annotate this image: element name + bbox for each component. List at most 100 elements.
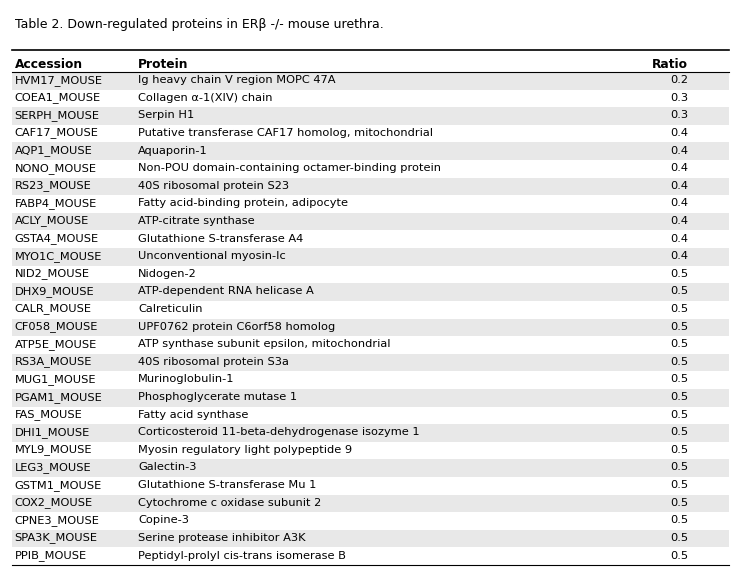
- Text: Murinoglobulin-1: Murinoglobulin-1: [138, 374, 234, 384]
- Text: Collagen α-1(XIV) chain: Collagen α-1(XIV) chain: [138, 93, 273, 103]
- Text: Copine-3: Copine-3: [138, 515, 189, 525]
- Text: Unconventional myosin-Ic: Unconventional myosin-Ic: [138, 251, 286, 261]
- Text: PPIB_MOUSE: PPIB_MOUSE: [15, 550, 87, 561]
- Text: Peptidyl-prolyl cis-trans isomerase B: Peptidyl-prolyl cis-trans isomerase B: [138, 551, 346, 560]
- Text: Corticosteroid 11-beta-dehydrogenase isozyme 1: Corticosteroid 11-beta-dehydrogenase iso…: [138, 427, 419, 437]
- Text: 0.4: 0.4: [670, 216, 688, 226]
- Text: 0.4: 0.4: [670, 128, 688, 138]
- Text: 0.5: 0.5: [670, 321, 688, 332]
- Text: CALR_MOUSE: CALR_MOUSE: [15, 304, 92, 315]
- Text: 0.5: 0.5: [670, 533, 688, 543]
- Bar: [13, 178, 728, 195]
- Bar: [13, 230, 728, 248]
- Text: Serpin H1: Serpin H1: [138, 111, 194, 120]
- Text: ATP5E_MOUSE: ATP5E_MOUSE: [15, 339, 97, 350]
- Text: Non-POU domain-containing octamer-binding protein: Non-POU domain-containing octamer-bindin…: [138, 163, 441, 173]
- Text: CAF17_MOUSE: CAF17_MOUSE: [15, 127, 99, 138]
- Bar: [13, 354, 728, 371]
- Text: Glutathione S-transferase Mu 1: Glutathione S-transferase Mu 1: [138, 480, 316, 490]
- Bar: [13, 89, 728, 107]
- Text: ATP synthase subunit epsilon, mitochondrial: ATP synthase subunit epsilon, mitochondr…: [138, 339, 391, 349]
- Text: GSTM1_MOUSE: GSTM1_MOUSE: [15, 480, 102, 490]
- Text: AQP1_MOUSE: AQP1_MOUSE: [15, 145, 93, 156]
- Bar: [13, 512, 728, 530]
- Text: CPNE3_MOUSE: CPNE3_MOUSE: [15, 515, 99, 526]
- Bar: [13, 301, 728, 319]
- Text: FABP4_MOUSE: FABP4_MOUSE: [15, 198, 97, 209]
- Text: 0.4: 0.4: [670, 234, 688, 244]
- Bar: [13, 143, 728, 160]
- Text: ATP-citrate synthase: ATP-citrate synthase: [138, 216, 255, 226]
- Text: 0.3: 0.3: [670, 111, 688, 120]
- Text: Myosin regulatory light polypeptide 9: Myosin regulatory light polypeptide 9: [138, 445, 352, 455]
- Text: Table 2. Down-regulated proteins in ERβ -/- mouse urethra.: Table 2. Down-regulated proteins in ERβ …: [15, 18, 383, 32]
- Bar: [13, 160, 728, 178]
- Text: Ratio: Ratio: [652, 58, 688, 70]
- Text: Galectin-3: Galectin-3: [138, 462, 196, 473]
- Text: Ig heavy chain V region MOPC 47A: Ig heavy chain V region MOPC 47A: [138, 75, 336, 85]
- Text: 0.2: 0.2: [670, 75, 688, 85]
- Bar: [13, 107, 728, 125]
- Text: ATP-dependent RNA helicase A: ATP-dependent RNA helicase A: [138, 286, 313, 296]
- Text: 0.5: 0.5: [670, 269, 688, 279]
- Text: UPF0762 protein C6orf58 homolog: UPF0762 protein C6orf58 homolog: [138, 321, 335, 332]
- Text: NID2_MOUSE: NID2_MOUSE: [15, 268, 90, 279]
- Text: MYO1C_MOUSE: MYO1C_MOUSE: [15, 251, 102, 262]
- Text: NONO_MOUSE: NONO_MOUSE: [15, 163, 96, 174]
- Bar: [13, 424, 728, 442]
- Text: 0.5: 0.5: [670, 445, 688, 455]
- Text: Protein: Protein: [138, 58, 188, 70]
- Bar: [13, 371, 728, 389]
- Text: Serine protease inhibitor A3K: Serine protease inhibitor A3K: [138, 533, 305, 543]
- Bar: [13, 494, 728, 512]
- Text: RS3A_MOUSE: RS3A_MOUSE: [15, 356, 92, 367]
- Text: SPA3K_MOUSE: SPA3K_MOUSE: [15, 532, 98, 543]
- Bar: [13, 319, 728, 336]
- Text: 0.5: 0.5: [670, 339, 688, 349]
- Text: 0.4: 0.4: [670, 163, 688, 173]
- Text: ACLY_MOUSE: ACLY_MOUSE: [15, 215, 89, 226]
- Text: 0.5: 0.5: [670, 357, 688, 367]
- Text: 0.5: 0.5: [670, 462, 688, 473]
- Text: LEG3_MOUSE: LEG3_MOUSE: [15, 462, 91, 473]
- Bar: [13, 547, 728, 565]
- Text: 0.4: 0.4: [670, 198, 688, 209]
- Text: COEA1_MOUSE: COEA1_MOUSE: [15, 92, 101, 103]
- Text: MYL9_MOUSE: MYL9_MOUSE: [15, 445, 92, 456]
- Bar: [13, 389, 728, 407]
- Bar: [13, 477, 728, 494]
- Text: Glutathione S-transferase A4: Glutathione S-transferase A4: [138, 234, 303, 244]
- Bar: [13, 336, 728, 354]
- Text: SERPH_MOUSE: SERPH_MOUSE: [15, 110, 100, 121]
- Text: 0.3: 0.3: [670, 93, 688, 103]
- Text: 0.5: 0.5: [670, 551, 688, 560]
- Text: PGAM1_MOUSE: PGAM1_MOUSE: [15, 391, 102, 402]
- Text: MUG1_MOUSE: MUG1_MOUSE: [15, 374, 96, 385]
- Text: 0.4: 0.4: [670, 146, 688, 155]
- Text: CF058_MOUSE: CF058_MOUSE: [15, 321, 98, 332]
- Bar: [13, 283, 728, 301]
- Text: Putative transferase CAF17 homolog, mitochondrial: Putative transferase CAF17 homolog, mito…: [138, 128, 433, 138]
- Text: HVM17_MOUSE: HVM17_MOUSE: [15, 74, 103, 85]
- Text: Phosphoglycerate mutase 1: Phosphoglycerate mutase 1: [138, 392, 297, 402]
- Text: Fatty acid-binding protein, adipocyte: Fatty acid-binding protein, adipocyte: [138, 198, 348, 209]
- Text: 0.5: 0.5: [670, 410, 688, 419]
- Text: DHI1_MOUSE: DHI1_MOUSE: [15, 427, 90, 438]
- Text: 40S ribosomal protein S23: 40S ribosomal protein S23: [138, 180, 289, 191]
- Text: RS23_MOUSE: RS23_MOUSE: [15, 180, 91, 191]
- Text: COX2_MOUSE: COX2_MOUSE: [15, 497, 93, 508]
- Bar: [13, 195, 728, 213]
- Text: 0.5: 0.5: [670, 374, 688, 384]
- Text: Aquaporin-1: Aquaporin-1: [138, 146, 207, 155]
- Text: GSTA4_MOUSE: GSTA4_MOUSE: [15, 233, 99, 244]
- Text: 0.5: 0.5: [670, 480, 688, 490]
- Text: 0.4: 0.4: [670, 251, 688, 261]
- Bar: [13, 72, 728, 89]
- Text: 0.5: 0.5: [670, 392, 688, 402]
- Text: Calreticulin: Calreticulin: [138, 304, 202, 314]
- Bar: [13, 248, 728, 266]
- Text: 0.5: 0.5: [670, 304, 688, 314]
- Bar: [13, 530, 728, 547]
- Bar: [13, 125, 728, 143]
- Bar: [13, 442, 728, 460]
